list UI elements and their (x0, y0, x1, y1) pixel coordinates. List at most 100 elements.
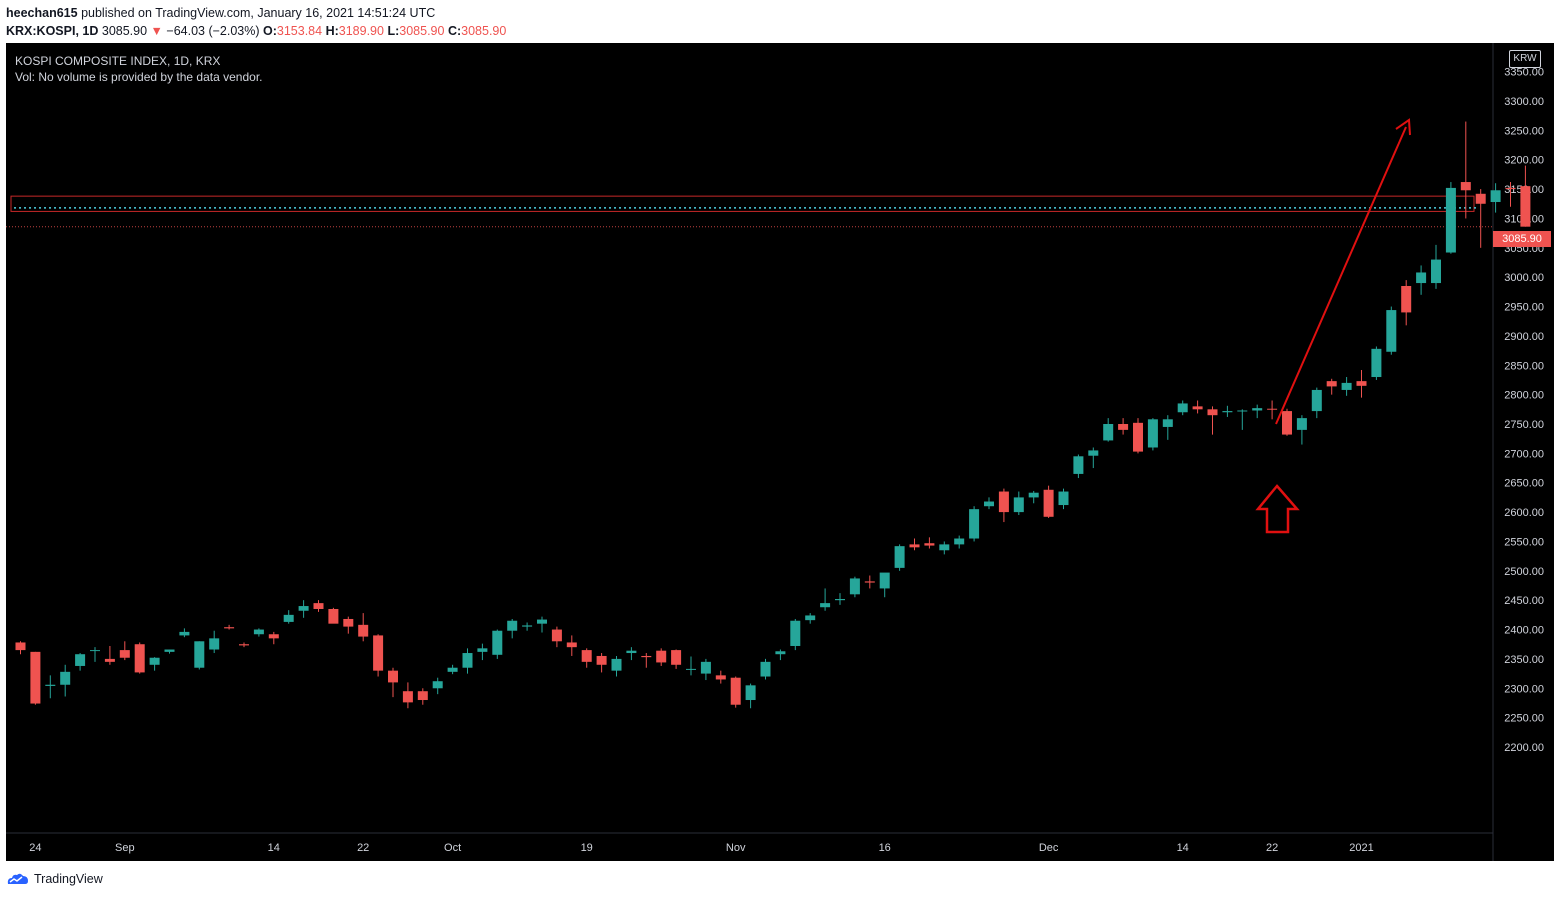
close-value: 3085.90 (461, 24, 507, 38)
candle-body (30, 651, 41, 704)
candle-body (522, 625, 533, 627)
candle-body (1416, 272, 1427, 284)
candle-body (239, 644, 249, 646)
candle-body (462, 653, 473, 668)
candle-body (700, 661, 711, 674)
candle-body (1326, 381, 1337, 387)
y-tick-label: 3250.00 (1504, 125, 1544, 137)
candle-body (820, 603, 831, 608)
tradingview-brand[interactable]: TradingView (34, 872, 103, 886)
low-label: L: (387, 24, 400, 38)
candle-body (1222, 411, 1233, 413)
candle-body (1118, 424, 1129, 430)
high-label: H: (325, 24, 339, 38)
candle-body (969, 509, 980, 539)
candle-body (447, 667, 458, 672)
candle-body (671, 650, 682, 665)
y-tick-label: 2400.00 (1504, 625, 1544, 637)
published-text: published on TradingView.com, January 16… (81, 6, 436, 20)
candle-body (477, 648, 488, 652)
candle-body (1147, 419, 1158, 448)
candle-body (15, 642, 26, 651)
candle-body (1505, 187, 1516, 190)
x-tick-label: Dec (1039, 842, 1059, 854)
candle-body (194, 641, 205, 668)
high-value: 3189.90 (338, 24, 384, 38)
y-tick-label: 2200.00 (1504, 742, 1544, 754)
candle-body (417, 691, 428, 701)
candle-body (566, 642, 577, 648)
candle-body (656, 650, 667, 663)
candle-body (537, 619, 547, 624)
candle-body (909, 544, 920, 548)
candle-body (998, 491, 1009, 513)
candle-body (805, 615, 816, 621)
candle-body (298, 606, 309, 611)
candle-body (328, 608, 339, 624)
y-tick-label: 2450.00 (1504, 595, 1544, 607)
candle-body (1282, 411, 1292, 435)
low-value: 3085.90 (399, 24, 445, 38)
open-label: O: (263, 24, 277, 38)
candle-body (283, 614, 294, 622)
chart-area[interactable]: 2200.00 2250.00 2300.00 2350.00 2400.00 2450.… (6, 43, 1554, 861)
up-arrow-icon (1255, 484, 1300, 534)
candle-body (224, 627, 235, 629)
candle-body (715, 675, 726, 680)
y-tick-label: 2950.00 (1504, 302, 1544, 314)
candle-body (745, 685, 756, 701)
x-tick-label: 14 (1177, 842, 1189, 854)
publish-line: heechan615 published on TradingView.com,… (6, 4, 506, 22)
x-tick-label: 14 (268, 842, 280, 854)
candle-body (1401, 285, 1412, 313)
candle-body (1356, 381, 1367, 386)
y-tick-label: 2500.00 (1504, 566, 1544, 578)
y-tick-label: 2800.00 (1504, 390, 1544, 402)
x-tick-label: Oct (444, 842, 461, 854)
candle-body (507, 620, 518, 631)
candle-body (1058, 491, 1069, 506)
candle-body (1133, 422, 1143, 452)
last-price: 3085.90 (101, 24, 148, 38)
y-tick-label: 2350.00 (1504, 654, 1544, 666)
candle-body (1475, 193, 1486, 204)
candle-body (1460, 182, 1471, 191)
publisher-name[interactable]: heechan615 (6, 6, 78, 20)
y-tick-label: 3200.00 (1504, 155, 1544, 167)
candle-body (75, 654, 86, 666)
open-value: 3153.84 (276, 24, 323, 38)
candle-body (835, 599, 845, 601)
chart-legend: KOSPI COMPOSITE INDEX, 1D, KRX Vol: No v… (15, 53, 262, 85)
candle-body (1088, 450, 1099, 456)
candle-body (90, 650, 100, 652)
y-tick-label: 2650.00 (1504, 478, 1544, 490)
candlestick-chart[interactable]: 2200.00 2250.00 2300.00 2350.00 2400.00 2450.… (6, 43, 1554, 861)
x-tick-label: 2021 (1349, 842, 1373, 854)
candle-body (849, 578, 860, 595)
candle-body (209, 638, 220, 650)
candle-body (45, 684, 56, 686)
candle-body (1043, 489, 1054, 517)
volume-note: Vol: No volume is provided by the data v… (15, 70, 263, 84)
candle-body (879, 572, 890, 589)
candle-body (402, 691, 413, 703)
candle-body (1192, 406, 1203, 410)
candle-body (1267, 408, 1278, 410)
candle-body (104, 658, 115, 662)
x-tick-label: 22 (357, 842, 369, 854)
x-tick-label: Sep (115, 842, 135, 854)
candle-body (492, 630, 503, 655)
candle-body (1013, 497, 1024, 513)
tradingview-logo-icon[interactable] (6, 872, 30, 886)
candle-body (760, 661, 771, 677)
candle-body (1341, 382, 1352, 390)
candle-body (596, 655, 607, 665)
last-price-tag: 3085.90 (1493, 231, 1551, 247)
down-arrow-icon: ▼ (150, 24, 163, 38)
candle-body (984, 501, 994, 507)
candle-body (686, 668, 696, 670)
candle-body (626, 650, 637, 654)
candle-body (1162, 419, 1173, 427)
candle-body (164, 649, 175, 652)
currency-badge[interactable]: KRW (1509, 50, 1541, 68)
